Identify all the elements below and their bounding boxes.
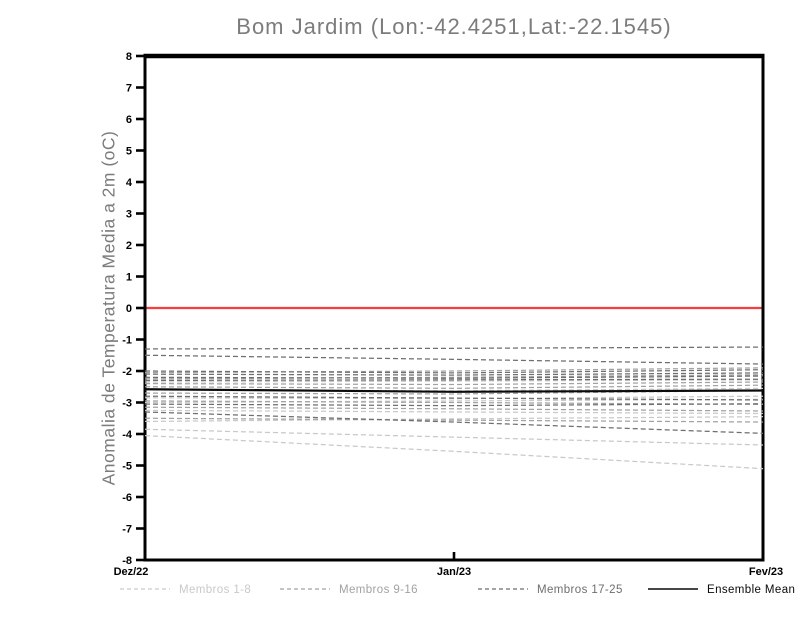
ensemble-member-line (144, 417, 764, 423)
y-tick-label: 8 (126, 51, 132, 63)
ensemble-member-line (144, 384, 764, 389)
ensemble-member-line (144, 395, 764, 400)
ensemble-member-line (144, 369, 764, 374)
y-tick-label: -5 (122, 461, 132, 473)
ensemble-member-line (144, 409, 764, 415)
legend-label: Membros 9-16 (339, 584, 418, 596)
ensemble-member-line (144, 378, 764, 382)
y-tick-label: 5 (126, 146, 132, 158)
ensemble-member-line (144, 387, 764, 392)
ensemble-member-line (144, 416, 764, 423)
y-tick-label: 4 (126, 177, 133, 189)
y-tick-label: -3 (122, 398, 132, 410)
y-tick-label: -7 (122, 524, 132, 536)
ensemble-member-line (144, 406, 764, 412)
y-tick-label: -8 (122, 555, 132, 567)
ensemble-member-line (144, 367, 764, 374)
ensemble-mean-line (144, 388, 764, 393)
y-tick-label: 7 (126, 83, 132, 95)
y-tick-label: 2 (126, 240, 132, 252)
y-tick-label: -4 (122, 429, 133, 441)
y-tick-label: -6 (122, 492, 132, 504)
ensemble-member-line (144, 395, 764, 401)
ensemble-member-line (144, 354, 764, 365)
chart-title: Bom Jardim (Lon:-42.4251,Lat:-22.1545) (236, 14, 672, 39)
y-tick-label: -1 (122, 335, 132, 347)
ensemble-member-line (144, 403, 764, 407)
x-tick-label: Fev/23 (749, 566, 783, 578)
ensemble-member-line (144, 428, 764, 446)
y-tick-label: 6 (126, 114, 132, 126)
y-tick-label: 0 (126, 303, 132, 315)
ensemble-member-line (144, 381, 764, 386)
ensemble-member-line (144, 346, 764, 350)
ensemble-member-line (144, 372, 764, 376)
ensemble-member-line (144, 411, 764, 434)
y-tick-label: -2 (122, 366, 132, 378)
x-tick-label: Jan/23 (437, 566, 471, 578)
ensemble-member-line (144, 374, 764, 380)
y-tick-label: 3 (126, 209, 132, 221)
ensemble-member-line (144, 400, 764, 406)
ensemble-member-line (144, 434, 764, 470)
ensemble-member-line (144, 375, 764, 379)
x-tick-label: Dez/22 (114, 566, 149, 578)
y-tick-label: 1 (126, 272, 132, 284)
legend-label: Membros 1-8 (179, 584, 251, 596)
legend-label: Ensemble Mean (707, 584, 795, 596)
ensemble-member-line (144, 379, 764, 383)
legend-label: Membros 17-25 (537, 584, 623, 596)
